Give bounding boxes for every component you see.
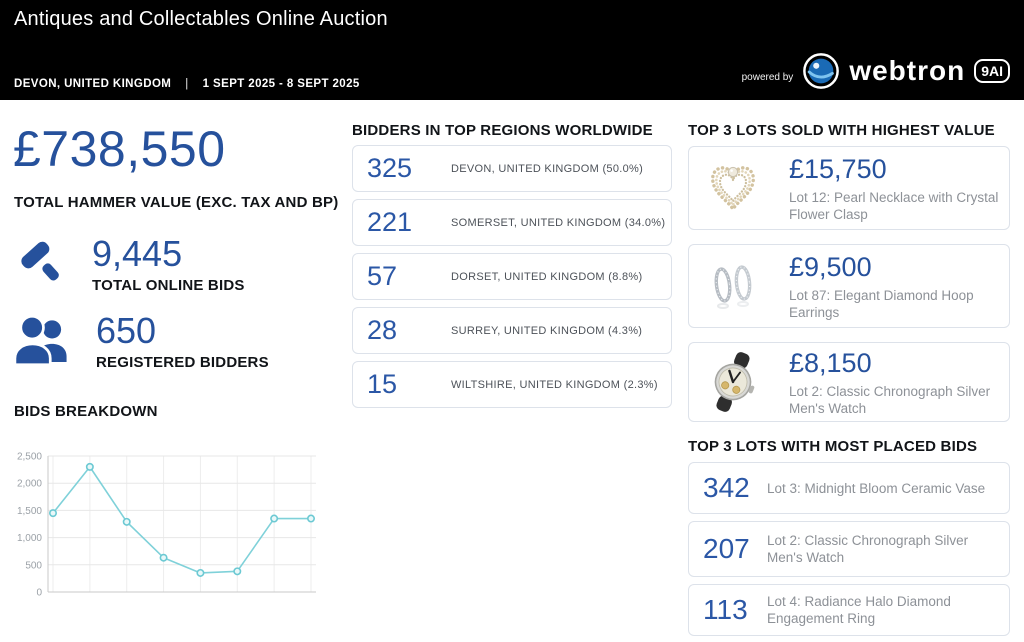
lot-description: Lot 87: Elegant Diamond Hoop Earrings bbox=[789, 287, 974, 320]
registered-bidders-value: 650 bbox=[96, 310, 157, 351]
region-label: SURREY, UNITED KINGDOM (4.3%) bbox=[451, 324, 643, 337]
lot-card: £8,150 Lot 2: Classic Chronograph Silver… bbox=[688, 342, 1010, 422]
lot-price: £15,750 bbox=[789, 153, 887, 184]
total-online-bids-label: TOTAL ONLINE BIDS bbox=[92, 276, 245, 294]
bids-breakdown-title: BIDS BREAKDOWN bbox=[14, 403, 158, 420]
webtron-logo-icon bbox=[802, 52, 840, 90]
bid-count: 342 bbox=[703, 472, 750, 503]
total-online-bids-value: 9,445 bbox=[92, 233, 183, 274]
brand-logo: powered by webtron 9AI bbox=[742, 52, 1010, 90]
brand-badge: 9AI bbox=[974, 59, 1010, 83]
bidders-people-icon bbox=[13, 312, 72, 374]
region-card: 325 DEVON, UNITED KINGDOM (50.0%) bbox=[352, 145, 672, 192]
most-bids-card: 342 Lot 3: Midnight Bloom Ceramic Vase bbox=[688, 462, 1010, 514]
region-card: 28 SURREY, UNITED KINGDOM (4.3%) bbox=[352, 307, 672, 354]
lot-price: £9,500 bbox=[789, 251, 872, 282]
gavel-icon bbox=[14, 235, 68, 291]
top-lots-section-title: TOP 3 LOTS SOLD WITH HIGHEST VALUE bbox=[688, 122, 995, 139]
region-label: DEVON, UNITED KINGDOM (50.0%) bbox=[451, 162, 644, 175]
lot-card: £9,500 Lot 87: Elegant Diamond Hoop Earr… bbox=[688, 244, 1010, 328]
lot-image-pearl-necklace bbox=[701, 156, 765, 220]
lot-card: £15,750 Lot 12: Pearl Necklace with Crys… bbox=[688, 146, 1010, 230]
bid-lot-label: Lot 4: Radiance Halo Diamond Engagement … bbox=[767, 594, 951, 626]
region-label: DORSET, UNITED KINGDOM (8.8%) bbox=[451, 270, 643, 283]
svg-text:2,500: 2,500 bbox=[17, 452, 42, 463]
svg-text:0: 0 bbox=[36, 588, 42, 599]
lot-image-diamond-hoop-earrings bbox=[701, 254, 765, 318]
region-label: WILTSHIRE, UNITED KINGDOM (2.3%) bbox=[451, 378, 658, 391]
header-subtitle: DEVON, UNITED KINGDOM | 1 SEPT 2025 - 8 SE… bbox=[14, 78, 360, 90]
bid-lot-label: Lot 3: Midnight Bloom Ceramic Vase bbox=[767, 480, 986, 496]
svg-text:2,000: 2,000 bbox=[17, 479, 42, 490]
region-bidder-count: 15 bbox=[367, 369, 398, 399]
most-bids-card: 113 Lot 4: Radiance Halo Diamond Engagem… bbox=[688, 584, 1010, 636]
lot-description: Lot 2: Classic Chronograph Silver Men's … bbox=[789, 383, 991, 416]
total-hammer-value: £738,550 bbox=[13, 121, 226, 177]
powered-by-label: powered by bbox=[741, 71, 794, 83]
bids-breakdown-chart-area: 0 500 1,000 1,500 2,000 2,500 bbox=[10, 444, 322, 604]
most-bids-section-title: TOP 3 LOTS WITH MOST PLACED BIDS bbox=[688, 438, 978, 455]
svg-text:1,500: 1,500 bbox=[17, 506, 42, 517]
online-bids-stat: 9,445 TOTAL ONLINE BIDS bbox=[14, 235, 245, 294]
page-title: Antiques and Collectables Online Auction bbox=[14, 8, 388, 30]
regions-section-title: BIDDERS IN TOP REGIONS WORLDWIDE bbox=[352, 122, 653, 139]
auction-location: DEVON, UNITED KINGDOM bbox=[14, 78, 172, 90]
total-hammer-value-label: TOTAL HAMMER VALUE (EXC. TAX AND BP) bbox=[14, 194, 339, 211]
svg-text:500: 500 bbox=[25, 560, 42, 571]
registered-bidders-label: REGISTERED BIDDERS bbox=[96, 353, 269, 371]
region-bidder-count: 221 bbox=[367, 207, 413, 237]
header-bar: Antiques and Collectables Online Auction… bbox=[0, 0, 1024, 100]
lot-description: Lot 12: Pearl Necklace with Crystal Flow… bbox=[789, 189, 999, 222]
region-card: 15 WILTSHIRE, UNITED KINGDOM (2.3%) bbox=[352, 361, 672, 408]
regions-list: 325 DEVON, UNITED KINGDOM (50.0%) 221 SO… bbox=[352, 145, 672, 408]
bid-lot-label: Lot 2: Classic Chronograph Silver Men's … bbox=[767, 533, 969, 565]
region-card: 57 DORSET, UNITED KINGDOM (8.8%) bbox=[352, 253, 672, 300]
bid-count: 113 bbox=[703, 594, 748, 625]
bid-count: 207 bbox=[703, 533, 750, 564]
region-bidder-count: 325 bbox=[367, 153, 413, 183]
svg-text:1,000: 1,000 bbox=[17, 533, 42, 544]
brand-name: webtron bbox=[849, 55, 966, 86]
bids-breakdown-chart: 0 500 1,000 1,500 2,000 2,500 bbox=[17, 452, 316, 599]
most-bids-card: 207 Lot 2: Classic Chronograph Silver Me… bbox=[688, 521, 1010, 577]
subtitle-divider: | bbox=[185, 78, 189, 90]
lot-image-chronograph-watch bbox=[701, 350, 765, 414]
region-label: SOMERSET, UNITED KINGDOM (34.0%) bbox=[451, 216, 666, 229]
region-card: 221 SOMERSET, UNITED KINGDOM (34.0%) bbox=[352, 199, 672, 246]
region-bidder-count: 28 bbox=[367, 315, 398, 345]
region-bidder-count: 57 bbox=[367, 261, 398, 291]
auction-date-range: 1 SEPT 2025 - 8 SEPT 2025 bbox=[202, 78, 360, 90]
lot-price: £8,150 bbox=[789, 347, 872, 378]
registered-bidders-stat: 650 REGISTERED BIDDERS bbox=[13, 310, 269, 374]
